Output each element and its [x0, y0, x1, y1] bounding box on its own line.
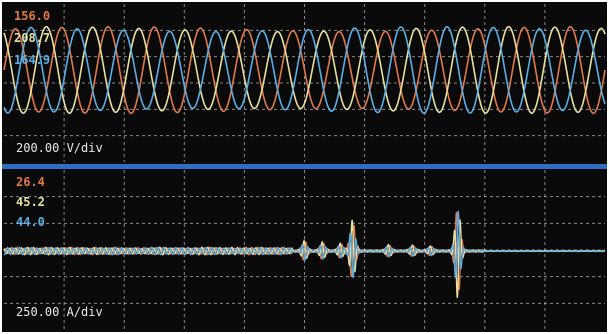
current-traces [3, 210, 606, 298]
pane-divider [0, 164, 609, 169]
voltage-trace-phase-a [3, 25, 606, 115]
voltage-scale-label: 200.00 V/div [16, 141, 103, 155]
voltage-readout-phase-a: 156.0 [14, 9, 50, 23]
voltage-traces [3, 25, 606, 115]
current-trace-phase-c [3, 210, 606, 278]
current-readout-phase-a: 26.4 [16, 175, 45, 189]
voltage-readout-phase-c: 164.9 [14, 53, 50, 67]
current-readout-phase-b: 45.2 [16, 195, 45, 209]
voltage-readouts: 156.0 208.7 164.9 [14, 9, 50, 67]
voltage-readout-phase-b: 208.7 [14, 31, 50, 45]
current-readouts: 26.4 45.2 44.0 [16, 175, 45, 229]
voltage-trace-phase-c [3, 25, 606, 115]
voltage-trace-phase-b [3, 25, 606, 114]
current-scale-label: 250.00 A/div [16, 305, 103, 319]
current-readout-phase-c: 44.0 [16, 215, 45, 229]
